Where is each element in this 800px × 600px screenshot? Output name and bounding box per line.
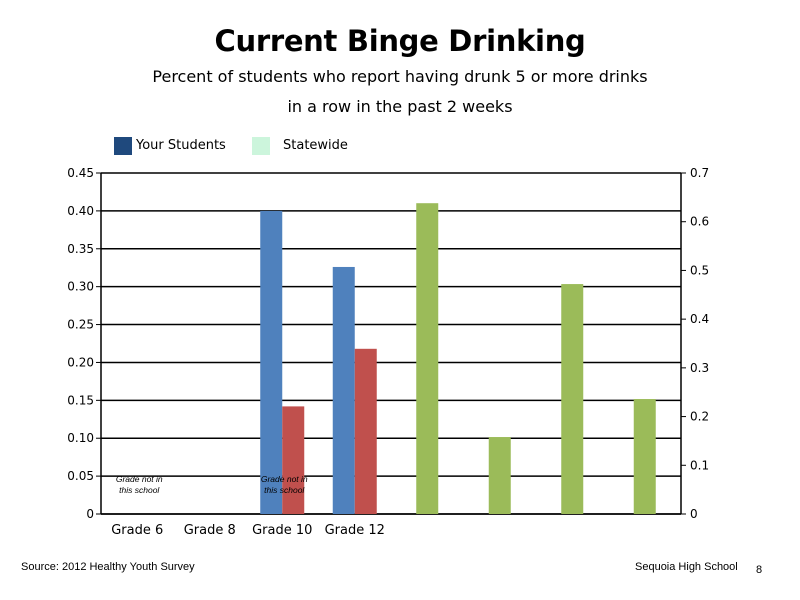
y-tick-label-left: 0 — [86, 507, 94, 521]
not-in-school-note: this school — [264, 485, 305, 495]
bar — [282, 406, 305, 514]
x-tick-label: Grade 10 — [252, 523, 312, 538]
source-note: Source: 2012 Healthy Youth Survey — [21, 561, 195, 573]
bar — [416, 203, 439, 514]
bar — [561, 284, 584, 514]
x-tick-label: Grade 12 — [325, 523, 385, 538]
page-number: 8 — [756, 564, 763, 576]
not-in-school-note: this school — [119, 485, 160, 495]
not-in-school-note: Grade not in — [116, 474, 163, 484]
y-tick-label-left: 0.15 — [67, 393, 94, 407]
bar — [332, 266, 355, 514]
chart-title: Current Binge Drinking — [214, 24, 586, 58]
bar — [633, 399, 656, 514]
x-tick-label: Grade 6 — [111, 523, 163, 538]
y-tick-label-right: 0.3 — [690, 361, 709, 375]
y-tick-label-right: 0.4 — [690, 312, 709, 326]
not-in-school-note: Grade not in — [261, 474, 308, 484]
y-tick-label-right: 0.5 — [690, 263, 709, 277]
bar — [260, 210, 283, 514]
bar — [488, 437, 511, 514]
y-tick-label-left: 0.25 — [67, 318, 94, 332]
legend-label-your-students: Your Students — [136, 138, 226, 153]
y-tick-label-right: 0.1 — [690, 458, 709, 472]
y-tick-label-right: 0.6 — [690, 215, 709, 229]
y-tick-label-right: 0.7 — [690, 166, 709, 180]
y-tick-label-left: 0.10 — [67, 431, 94, 445]
y-tick-label-left: 0.35 — [67, 242, 94, 256]
y-tick-label-left: 0.05 — [67, 469, 94, 483]
y-tick-label-left: 0.45 — [67, 166, 94, 180]
legend-label-statewide: Statewide — [283, 138, 348, 153]
y-tick-label-left: 0.30 — [67, 280, 94, 294]
x-tick-label: Grade 8 — [184, 523, 236, 538]
chart-subtitle-line-1: Percent of students who report having dr… — [152, 67, 648, 86]
legend-swatch-your-students — [114, 137, 132, 155]
y-tick-label-left: 0.20 — [67, 355, 94, 369]
bar — [354, 348, 377, 514]
y-tick-label-right: 0.2 — [690, 410, 709, 424]
chart-subtitle-line-2: in a row in the past 2 weeks — [287, 97, 513, 116]
legend-swatch-statewide — [252, 137, 270, 155]
y-tick-label-right: 0 — [690, 507, 698, 521]
y-tick-label-left: 0.40 — [67, 204, 94, 218]
school-name: Sequoia High School — [635, 561, 738, 573]
